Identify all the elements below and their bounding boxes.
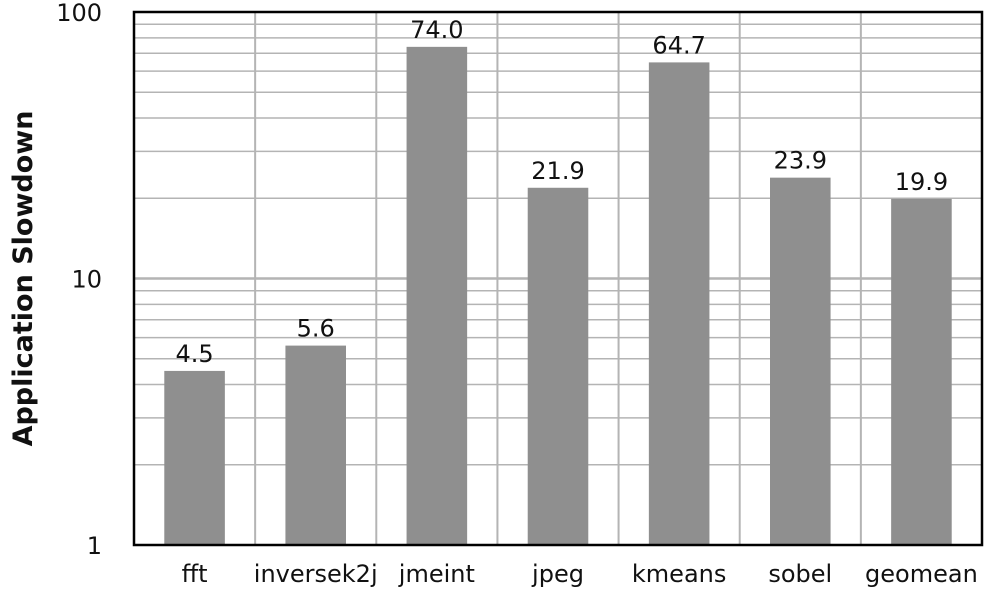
data-label-sobel: 23.9 bbox=[774, 147, 827, 175]
x-tick-label: fft bbox=[182, 560, 208, 588]
y-tick-label: 100 bbox=[56, 0, 102, 27]
data-label-geomean: 19.9 bbox=[895, 168, 948, 196]
data-label-jmeint: 74.0 bbox=[410, 16, 463, 44]
bars bbox=[164, 46, 952, 546]
y-axis-ticks: 1 10 100 bbox=[56, 0, 102, 560]
bar-kmeans bbox=[648, 62, 710, 545]
bar-inversek2j bbox=[285, 345, 346, 545]
data-labels: 4.5 5.6 74.0 21.9 64.7 23.9 19.9 bbox=[175, 16, 948, 368]
bar-sobel bbox=[770, 177, 831, 545]
y-tick-label: 1 bbox=[87, 532, 102, 560]
y-axis-label: Application Slowdown bbox=[8, 111, 39, 447]
bar-jpeg bbox=[527, 187, 589, 545]
bar-geomean bbox=[891, 198, 952, 545]
x-axis-ticks: fft inversek2j jmeint jpeg kmeans sobel geomea… bbox=[182, 560, 978, 588]
data-label-jpeg: 21.9 bbox=[531, 157, 584, 185]
x-tick-label: geomean bbox=[865, 560, 978, 588]
x-tick-label: jmeint bbox=[398, 560, 475, 588]
data-label-fft: 4.5 bbox=[175, 340, 213, 368]
data-label-kmeans: 64.7 bbox=[652, 31, 705, 59]
bar-fft bbox=[164, 370, 225, 545]
grid bbox=[134, 12, 982, 545]
x-tick-label: jpeg bbox=[531, 560, 584, 588]
x-tick-label: sobel bbox=[768, 560, 832, 588]
bar-jmeint bbox=[406, 46, 468, 546]
plot-frame bbox=[132, 10, 984, 547]
x-tick-label: inversek2j bbox=[254, 560, 378, 588]
data-label-inversek2j: 5.6 bbox=[297, 315, 335, 343]
x-tick-label: kmeans bbox=[632, 560, 726, 588]
y-tick-label: 10 bbox=[71, 266, 102, 294]
